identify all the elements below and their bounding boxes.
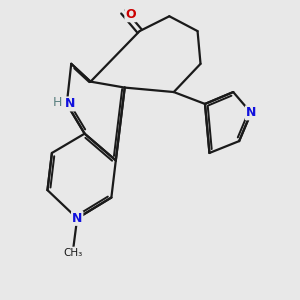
Text: N: N <box>246 106 256 119</box>
Text: N: N <box>72 212 83 225</box>
Text: H: H <box>53 96 62 109</box>
Text: CH₃: CH₃ <box>63 248 82 257</box>
Text: N: N <box>64 98 75 110</box>
Text: O: O <box>125 8 136 21</box>
